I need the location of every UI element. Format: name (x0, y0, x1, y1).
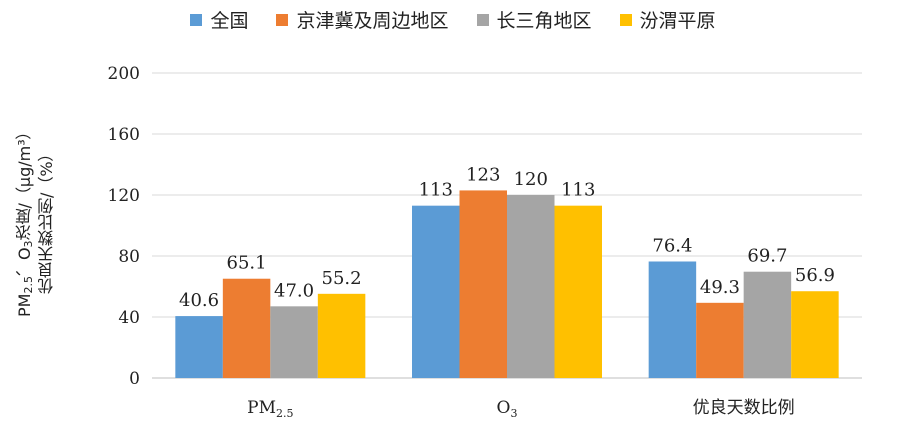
legend-item-fenwei: 汾渭平原 (619, 6, 716, 33)
bar (459, 190, 507, 378)
legend-swatch-fenwei (619, 13, 632, 26)
data-label: 40.6 (179, 290, 219, 311)
bar (648, 261, 697, 378)
legend-item-yangtze: 长三角地区 (476, 6, 592, 33)
legend-swatch-yangtze (476, 13, 489, 26)
legend-swatch-national (190, 13, 203, 26)
bar (317, 293, 366, 378)
bar (175, 316, 223, 378)
data-label: 56.9 (795, 265, 835, 286)
legend-item-national: 全国 (190, 6, 248, 33)
data-label: 49.3 (700, 277, 740, 298)
bar (270, 306, 318, 378)
bar (554, 205, 602, 378)
y-tick-label: 120 (108, 186, 140, 206)
bar (507, 195, 555, 378)
legend-swatch-jingjinji (276, 13, 289, 26)
bar (696, 302, 744, 378)
data-label: 120 (514, 169, 548, 190)
x-tick-label: 优良天数比例 (693, 398, 795, 418)
data-label: 76.4 (652, 235, 692, 256)
y-tick-label: 0 (129, 369, 140, 389)
legend-label-fenwei: 汾渭平原 (639, 10, 716, 32)
y-tick-label: 40 (118, 308, 140, 328)
chart-legend: 全国 京津冀及周边地区 长三角地区 汾渭平原 (0, 6, 906, 33)
bar (743, 271, 792, 378)
data-label: 55.2 (322, 268, 362, 289)
bar (791, 291, 839, 378)
data-label: 123 (466, 164, 500, 185)
y-tick-label: 80 (118, 247, 140, 267)
legend-label-yangtze: 长三角地区 (496, 10, 592, 32)
data-label: 113 (419, 180, 453, 201)
data-label: 65.1 (227, 253, 267, 274)
legend-label-national: 全国 (210, 10, 249, 32)
legend-label-jingjinji: 京津冀及周边地区 (296, 10, 449, 32)
x-tick-label: O3 (497, 398, 518, 420)
data-label: 47.0 (274, 280, 314, 301)
legend-item-jingjinji: 京津冀及周边地区 (276, 6, 449, 33)
y-tick-label: 160 (108, 125, 140, 145)
data-label: 69.7 (747, 246, 787, 267)
bar (222, 278, 271, 378)
x-tick-label: PM2.5 (247, 398, 293, 420)
y-tick-label: 200 (108, 64, 140, 84)
data-label: 113 (561, 180, 595, 201)
bar (412, 205, 460, 378)
